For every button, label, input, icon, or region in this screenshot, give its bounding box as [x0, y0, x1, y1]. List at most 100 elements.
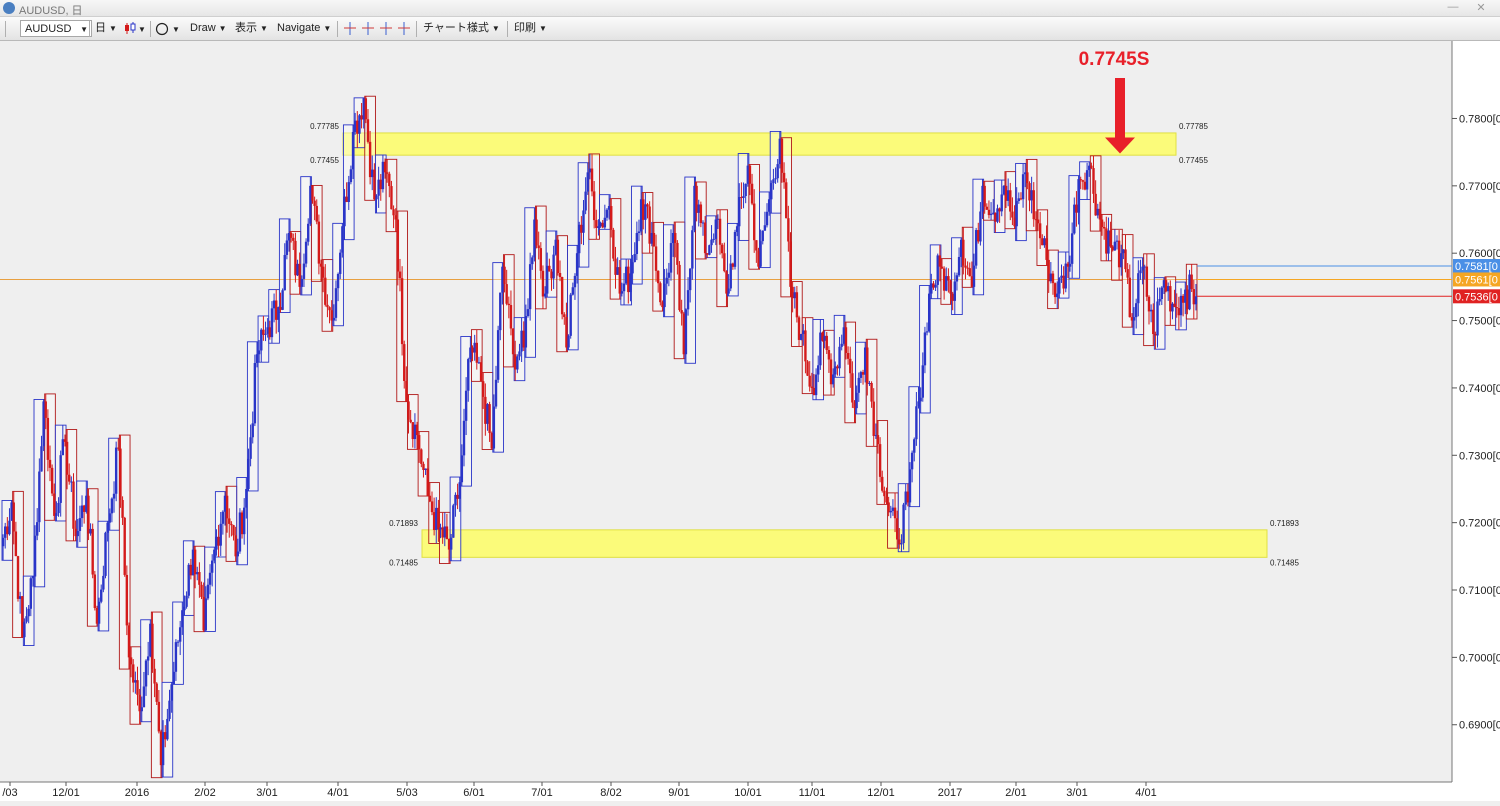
candle-body [881, 476, 884, 491]
candle-body [1015, 200, 1018, 227]
chevron-down-icon: ▼ [260, 24, 268, 33]
candle-body [797, 317, 801, 340]
candle-body [97, 601, 101, 624]
candle-body [996, 208, 999, 222]
chart-style-menu[interactable]: チャート様式 ▼ [423, 20, 500, 37]
candle-body [129, 657, 133, 665]
candle-body [1070, 233, 1074, 264]
chart-type-dropdown[interactable]: ▼ [122, 20, 146, 37]
arrow-down-icon [1105, 78, 1135, 154]
candle-body [166, 718, 169, 740]
candle-body [264, 333, 267, 335]
title-bar: AUDUSD, 日 — ✕ [0, 0, 1500, 17]
candle-body [731, 263, 735, 267]
candle-body [198, 572, 201, 585]
print-menu[interactable]: 印刷 ▼ [514, 20, 547, 37]
candle-body [821, 332, 824, 341]
candle-body [776, 164, 779, 179]
candle-body [1056, 293, 1059, 298]
candle-body [59, 455, 62, 503]
candle-body [400, 278, 404, 345]
price-chart[interactable]: 0.77785 0.77455 0.77785 0.77455 0.71893 0.714… [0, 41, 1500, 801]
candle-body [232, 525, 235, 536]
x-tick-label: 12/01 [52, 787, 80, 799]
candle-body [930, 283, 933, 294]
x-axis-panel[interactable] [0, 782, 1452, 801]
candle-body [827, 350, 831, 360]
candle-body [851, 373, 854, 403]
price-label-badge[interactable] [1453, 289, 1500, 304]
candle-body [315, 205, 318, 222]
candle-body [164, 732, 167, 740]
zone-upper-label: 0.77785 [310, 122, 339, 131]
candle-body [102, 575, 105, 590]
candle-body [1156, 301, 1159, 336]
candle-body [607, 206, 611, 210]
shape-dropdown[interactable]: ▼ [155, 20, 181, 37]
candle-body [238, 512, 242, 552]
candle-body [994, 212, 997, 222]
candle-body [539, 248, 543, 271]
candle-body [174, 642, 178, 672]
candle-body [1043, 238, 1046, 246]
candle-body [334, 288, 338, 318]
candle-body [782, 172, 786, 183]
candle-body [723, 253, 726, 272]
candle-body [23, 621, 26, 638]
candle-body [445, 526, 449, 539]
close-button[interactable]: ✕ [1476, 2, 1486, 14]
candle-body [260, 329, 263, 351]
candle-body [560, 276, 564, 315]
candle-body [804, 330, 807, 362]
candle-body [223, 495, 227, 512]
chevron-down-icon: ▼ [80, 25, 88, 34]
candle-body [968, 268, 971, 277]
candle-body [1107, 230, 1110, 254]
candle-body [1021, 174, 1025, 200]
display-menu[interactable]: 表示 ▼ [235, 20, 268, 37]
candle-body [1160, 287, 1163, 299]
candle-body [1130, 317, 1134, 321]
draw-menu[interactable]: Draw ▼ [190, 20, 227, 37]
candle-body [206, 584, 210, 599]
crosshair-icon[interactable] [380, 22, 392, 35]
candle-body [746, 165, 750, 184]
symbol-select[interactable]: AUDUSD ▼ [20, 20, 92, 37]
candle-body [893, 507, 897, 519]
candle-body [601, 222, 604, 228]
candle-body [780, 138, 784, 173]
candle-body [364, 98, 368, 120]
candle-body [114, 447, 118, 494]
y-axis-panel[interactable] [1452, 41, 1500, 801]
price-zone[interactable] [342, 132, 1177, 156]
candle-body [439, 527, 442, 530]
candle-body [89, 528, 92, 534]
candle-body [289, 232, 293, 238]
candle-body [612, 229, 615, 259]
price-label-badge[interactable] [1453, 258, 1500, 273]
candle-body [161, 732, 165, 766]
crosshair-icon[interactable] [344, 22, 356, 35]
candle-body [473, 342, 476, 353]
candle-body [915, 406, 918, 440]
candle-body [1013, 217, 1016, 227]
chart-canvas[interactable]: 0.77785 0.77455 0.77785 0.77455 0.71893 0.714… [0, 41, 1500, 801]
candle-body [840, 343, 843, 347]
candle-body [774, 178, 777, 180]
candle-body [558, 272, 562, 277]
price-label-badge[interactable] [1453, 272, 1500, 287]
price-zone[interactable] [421, 529, 1268, 558]
candle-body [853, 402, 856, 409]
candle-body [1049, 273, 1053, 282]
candle-body [680, 310, 683, 314]
navigate-menu[interactable]: Navigate ▼ [277, 20, 331, 37]
candle-body [268, 327, 272, 338]
minimize-button[interactable]: — [1447, 1, 1459, 13]
crosshair-icon[interactable] [362, 22, 374, 35]
candle-body [1090, 165, 1093, 169]
candle-body [494, 379, 498, 407]
candle-body [748, 165, 752, 184]
crosshair-icon[interactable] [398, 22, 410, 35]
candle-body [234, 535, 237, 557]
timeframe-dropdown[interactable]: 日 ▼ [95, 20, 117, 37]
